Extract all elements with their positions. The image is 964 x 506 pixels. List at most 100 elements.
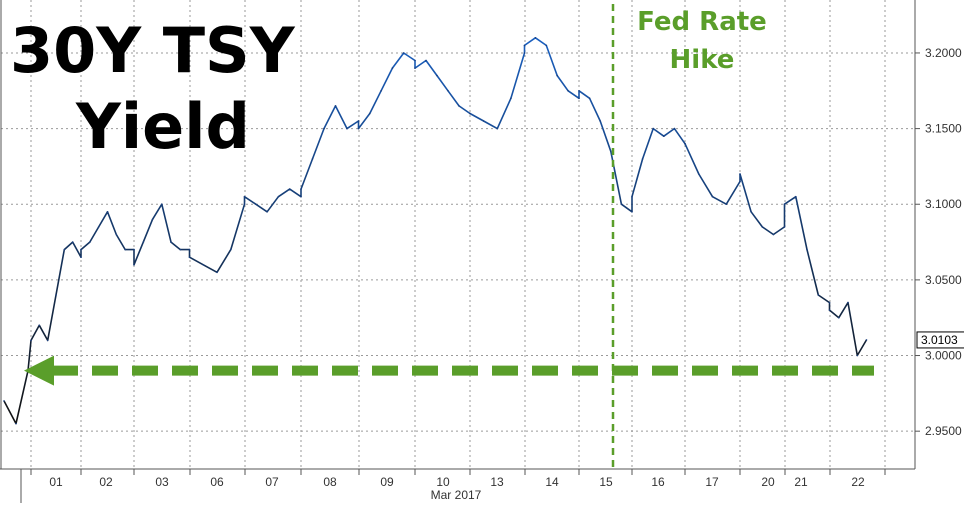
y-tick-label: 3.1000 [925,197,962,211]
x-tick-label: 07 [265,475,279,489]
yield-point [80,256,82,259]
yield-point [599,120,601,122]
x-tick-label: 15 [599,475,613,489]
yield-point [545,44,548,47]
yield-point [38,324,41,327]
y-tick-label: 3.2000 [925,46,962,60]
yield-point [369,112,371,115]
yield-point [346,127,348,130]
yield-point [55,294,57,296]
yield-point [556,74,558,77]
yield-point [631,211,633,213]
yield-point [170,241,172,243]
x-tick-label: 01 [49,475,63,489]
yield-point [806,248,808,251]
yield-point [482,120,485,122]
yield-point [15,422,17,425]
yield-point [334,105,337,107]
x-tick-label: 16 [651,475,665,489]
yield-point [179,248,182,251]
last-value-box [916,331,964,349]
last-value-label: 3.0103 [921,333,958,347]
grid-layer [1,0,915,469]
yield-point [202,264,205,266]
yield-point [783,203,786,205]
yield-point [711,195,714,198]
x-axis-label: Mar 2017 [431,488,482,502]
yield-point [71,241,74,243]
yield-point [436,74,438,77]
yield-point [151,218,154,221]
yield-point [510,97,512,100]
yield-point [188,248,191,251]
yield-point [652,127,654,130]
yield-point [414,67,416,69]
yield-point [425,59,427,62]
x-tick-label: 02 [99,475,113,489]
yield-point [856,354,859,357]
yield-point [772,233,775,236]
x-tick-label: 10 [436,475,450,489]
yield-point [188,256,191,259]
y-tick-label: 2.9500 [925,424,962,438]
yield-point [828,301,831,304]
yield-point [534,37,537,39]
yield-point [673,127,676,130]
yield-point [380,90,382,92]
reference-level-arrowhead [24,355,54,386]
yield-point [63,248,66,251]
yield-point [391,67,394,69]
yield-point [80,248,82,251]
yield-point [311,158,314,160]
yield-point [277,195,280,198]
x-tick-label: 21 [794,475,808,489]
yield-point [838,316,840,319]
yield-point [620,203,623,205]
yield-point [357,120,360,122]
yield-point [266,211,268,213]
yield-point [631,195,633,198]
yield-point [523,44,526,47]
yield-point [663,135,665,137]
annotation-layer: Fed Rate Hike [24,4,874,469]
fed-hike-label-line-1: Fed Rate [637,7,767,37]
yield-point [133,264,135,266]
yield-point [567,90,569,92]
fed-hike-label-line-2: Hike [670,45,735,75]
yield-point [458,105,460,107]
yield-point [3,400,5,402]
yield-point [230,248,232,251]
chart-title-line-2: Yield [75,90,250,163]
yield-point [357,127,360,130]
yield-point [496,127,499,130]
yield-point [106,211,109,213]
yield-point [300,195,302,198]
yield-point [739,180,741,183]
yield-point [761,226,764,228]
yield-point [641,158,644,160]
yield-point [795,195,797,198]
yield-point [89,241,91,243]
y-tick-label: 3.1500 [925,122,962,136]
yield-point [288,188,291,190]
yield-point [124,248,126,251]
y-tick-label: 3.0500 [925,273,962,287]
x-tick-label: 14 [545,475,559,489]
x-tick-label: 20 [761,475,775,489]
yield-point [725,203,728,205]
yield-point [414,59,416,62]
x-tick-label: 08 [323,475,337,489]
title-layer: 30Y TSY Yield [10,14,296,163]
yield-point [402,52,405,54]
yield-point [578,90,580,92]
yield-point [142,241,145,243]
x-tick-label: 17 [705,475,719,489]
x-tick-label: 03 [155,475,169,489]
yield-point [847,301,849,304]
yield-line [3,36,868,425]
yield-point [46,339,49,342]
yield-point [610,150,612,153]
yield-point [115,233,118,236]
